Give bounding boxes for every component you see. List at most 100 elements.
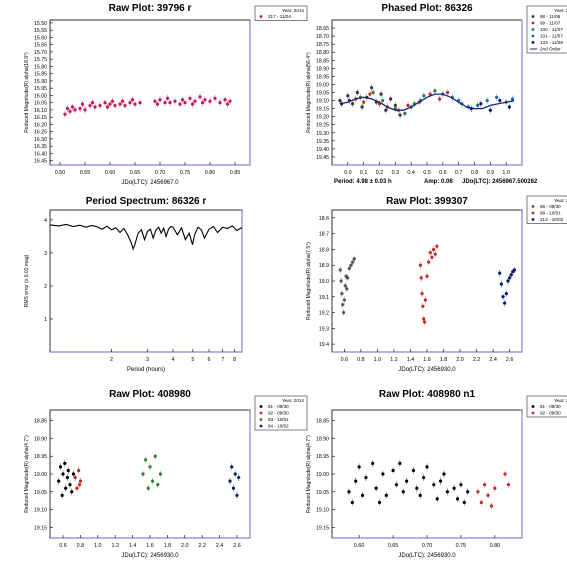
data-point: [498, 98, 502, 103]
data-point: [343, 284, 347, 288]
panel-raw-plot-408980-n1: Raw Plot: 408980 n1 18.85 18.90 18.95 19.00 1…: [306, 389, 567, 559]
data-point: [357, 465, 361, 469]
data-point: [218, 101, 222, 105]
data-point: [362, 100, 366, 104]
data-point: [173, 99, 177, 103]
data-point: [371, 90, 375, 95]
data-point: [381, 98, 385, 103]
x-tick-label: 2.4: [489, 357, 497, 363]
data-point: [141, 472, 145, 476]
y-tick-label: 15.60: [34, 35, 47, 41]
panel-raw-plot-39796: Raw Plot: 39796 r15.5015.5515.6015.6515.…: [24, 3, 308, 186]
plot-frame: [49, 409, 251, 539]
data-point: [476, 490, 480, 494]
data-point: [103, 101, 107, 105]
x-tick-label: 0.60: [105, 170, 116, 176]
x-tick-label: 1.4: [407, 357, 415, 363]
panel-phased-plot-86326: Phased Plot: 86326 18.65 18.70 18.75 18.80 18…: [306, 3, 567, 185]
y-tick-label: 19.05: [316, 490, 329, 496]
legend-swatch: [259, 418, 263, 421]
data-point: [225, 102, 230, 106]
legend-entry: 86 - 09/30: [540, 204, 561, 209]
legend-entry: 98 - 11/06: [540, 14, 561, 19]
y-tick-label: 15.95: [34, 86, 47, 92]
data-point: [445, 90, 450, 95]
panel-raw-plot-408980: Raw Plot: 408980 18.85 18.90 18.95 19.00 19.0…: [24, 389, 308, 559]
data-point: [398, 113, 402, 117]
data-point: [368, 92, 372, 96]
data-point: [462, 500, 466, 505]
data-point: [130, 98, 135, 102]
data-point: [493, 486, 497, 490]
legend-title: Year: 2014: [282, 8, 304, 13]
y-tick-label: 18.85: [34, 419, 47, 425]
data-point: [146, 486, 150, 490]
y-tick-label: 15.90: [34, 79, 47, 85]
data-point: [158, 98, 162, 102]
data-point: [153, 99, 157, 103]
data-point: [418, 493, 422, 497]
data-point: [352, 257, 356, 261]
legend-entry: 92 - 09/30: [540, 411, 561, 416]
y-tick-label: 18.95: [34, 454, 47, 460]
data-point: [479, 500, 483, 505]
data-point: [369, 86, 374, 90]
y-tick-label: 18.95: [316, 454, 329, 460]
panel-raw-plot-399307: Raw Plot: 399307 18.6 18.7 18.8 18.9 19.0 19.1…: [306, 195, 567, 373]
data-point: [351, 260, 355, 264]
legend-entry: 99 - 11/07: [540, 21, 561, 26]
x-tick-label: 1.2: [111, 543, 119, 549]
legend-entry: 2nd Order: [540, 47, 561, 52]
data-point: [384, 108, 388, 112]
x-tick-label: 0.7: [455, 170, 463, 176]
y-tick-label: 19.10: [316, 508, 329, 514]
x-tick-label: 0.55: [80, 170, 91, 176]
data-point: [425, 465, 429, 469]
data-point: [108, 102, 112, 106]
x-tick-label: 7: [221, 357, 224, 363]
data-point: [350, 102, 355, 106]
legend-swatch: [259, 411, 263, 415]
data-point: [120, 99, 125, 103]
data-point: [346, 94, 350, 98]
y-tick-label: 19.05: [316, 91, 329, 97]
y-tick-label: 19.40: [316, 147, 329, 153]
data-point: [208, 99, 212, 103]
x-tick-label: 2.0: [181, 543, 189, 549]
data-point: [345, 287, 349, 291]
y-tick-label: 15.80: [34, 64, 47, 70]
y-tick-label: 16.40: [34, 151, 47, 157]
data-point: [495, 95, 499, 99]
data-point: [61, 472, 65, 476]
x-tick-label: 0.9: [487, 170, 495, 176]
x-tick-label: 1.8: [440, 357, 448, 363]
data-point: [230, 465, 234, 469]
legend-swatch: [531, 28, 535, 31]
legend-title: Year: 2014: [282, 398, 304, 403]
legend-entry: 91 - 09/30: [540, 404, 561, 409]
y-tick-label: 19.2: [319, 311, 329, 317]
data-point: [57, 479, 61, 483]
legend-swatch: [531, 405, 535, 408]
data-point: [459, 483, 463, 487]
data-point: [423, 298, 427, 302]
data-point: [350, 500, 354, 505]
data-point: [78, 479, 83, 483]
period-footer-2: JDo(LTC): 2456967.500262: [462, 179, 538, 185]
data-point: [425, 274, 429, 278]
data-point: [433, 89, 437, 93]
data-point: [388, 97, 393, 101]
y-tick-label: 19.35: [316, 139, 329, 145]
data-point: [80, 102, 85, 106]
data-point: [419, 276, 423, 280]
y-tick-label: 16.10: [34, 108, 47, 114]
y-axis-label: Reduced Magnitude(R) alpha(18.9°): [24, 52, 30, 133]
data-point: [138, 101, 142, 105]
data-point: [433, 252, 437, 256]
y-tick-label: 19.20: [316, 115, 329, 121]
y-tick-label: 18.6: [319, 216, 329, 222]
x-tick-label: 0.75: [180, 170, 191, 176]
legend-title: Year: 2014: [554, 8, 567, 13]
y-tick-label: 1: [44, 317, 47, 323]
